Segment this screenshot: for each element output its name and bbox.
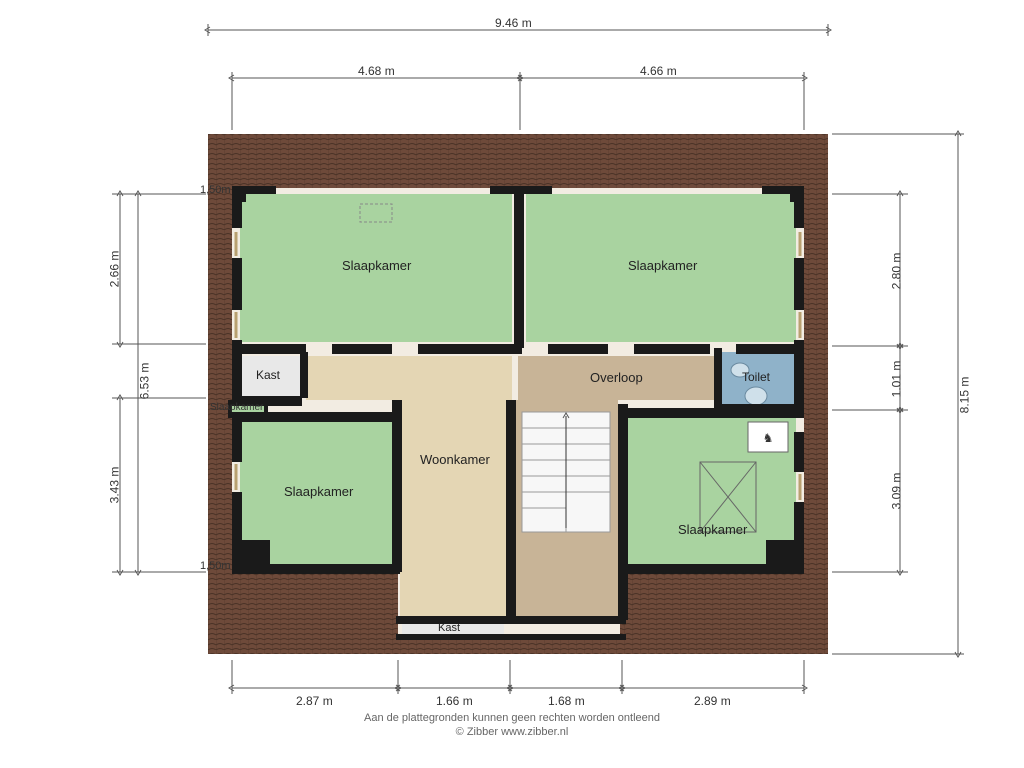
label-woonkamer: Woonkamer <box>420 452 490 467</box>
label-overloop: Overloop <box>590 370 643 385</box>
plan-svg: ♞ <box>0 0 1024 768</box>
label-toilet: Toilet <box>742 370 770 384</box>
label-bedroom-br: Slaapkamer <box>678 522 747 537</box>
dim-left-upper: 2.66 m <box>107 251 121 288</box>
svg-text:♞: ♞ <box>763 431 774 445</box>
dim-right-total: 8.15 m <box>957 377 971 414</box>
dim-left-lower: 3.43 m <box>107 467 121 504</box>
label-bedroom-tr: Slaapkamer <box>628 258 697 273</box>
footer-copyright: © Zibber www.zibber.nl <box>0 726 1024 738</box>
annot-tl: 1,50m <box>200 184 231 196</box>
dim-right-lower: 3.09 m <box>889 473 903 510</box>
label-tiny-bedroom: Slaapkamer <box>210 402 263 413</box>
dim-bottom-a: 2.87 m <box>296 694 333 708</box>
dim-left-mid: 6.53 m <box>137 363 151 400</box>
dim-right-mid: 1.01 m <box>889 361 903 398</box>
dim-top-right: 4.66 m <box>640 64 677 78</box>
label-bedroom-bl: Slaapkamer <box>284 484 353 499</box>
annot-bl: 1,50m <box>200 560 231 572</box>
dim-right-upper: 2.80 m <box>889 253 903 290</box>
label-bedroom-tl: Slaapkamer <box>342 258 411 273</box>
dim-bottom-c: 1.68 m <box>548 694 585 708</box>
dim-bottom-d: 2.89 m <box>694 694 731 708</box>
label-kast-bottom: Kast <box>438 622 460 634</box>
dim-top-total: 9.46 m <box>495 16 532 30</box>
floorplan-canvas: ♞ <box>0 0 1024 768</box>
footer-disclaimer: Aan de plattegronden kunnen geen rechten… <box>0 712 1024 724</box>
dim-top-left: 4.68 m <box>358 64 395 78</box>
dim-bottom-b: 1.66 m <box>436 694 473 708</box>
label-kast-top: Kast <box>256 368 280 382</box>
